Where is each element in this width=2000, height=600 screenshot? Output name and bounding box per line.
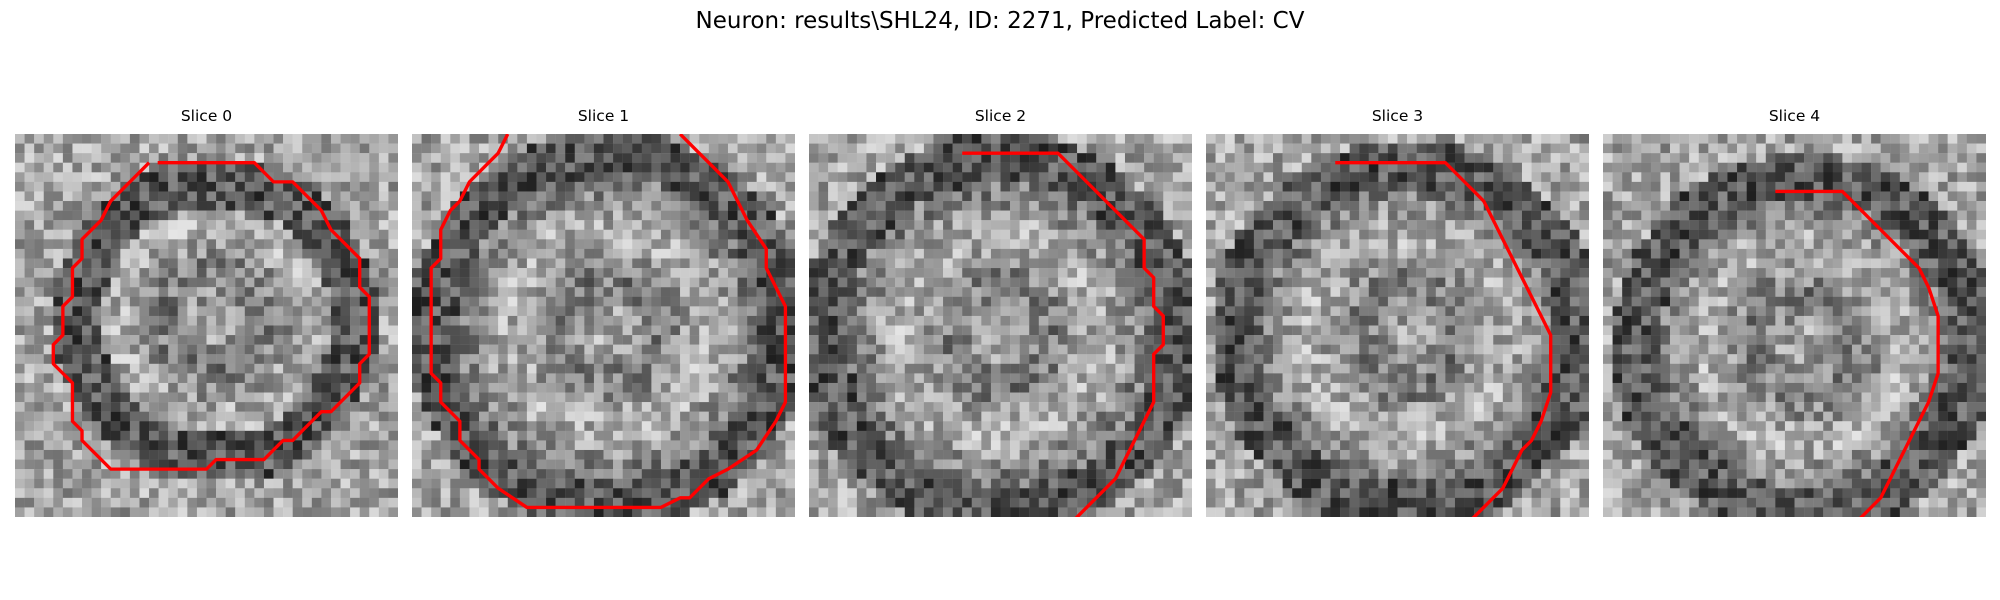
slice-panel-1: Slice 1 xyxy=(412,107,795,517)
contour-line xyxy=(962,151,1165,517)
figure-title: Neuron: results\SHL24, ID: 2271, Predict… xyxy=(695,8,1305,34)
slice-title: Slice 3 xyxy=(1371,107,1424,125)
slice-title: Slice 1 xyxy=(577,107,630,125)
slice-image xyxy=(809,134,1192,517)
slice-image xyxy=(15,134,398,517)
contour-line xyxy=(429,134,788,510)
slice-panel-0: Slice 0 xyxy=(15,107,398,517)
slice-image xyxy=(1603,134,1986,517)
contour-line xyxy=(1335,161,1553,517)
slice-panel-2: Slice 2 xyxy=(809,107,1192,517)
slice-title: Slice 4 xyxy=(1768,107,1821,125)
slice-title: Slice 0 xyxy=(180,107,233,125)
slice-title: Slice 2 xyxy=(974,107,1027,125)
contour-line xyxy=(51,161,371,471)
slice-image xyxy=(412,134,795,517)
slice-panel-4: Slice 4 xyxy=(1603,107,1986,517)
slice-panel-3: Slice 3 xyxy=(1206,107,1589,517)
slice-image xyxy=(1206,134,1589,517)
contour-line xyxy=(1775,189,1940,517)
